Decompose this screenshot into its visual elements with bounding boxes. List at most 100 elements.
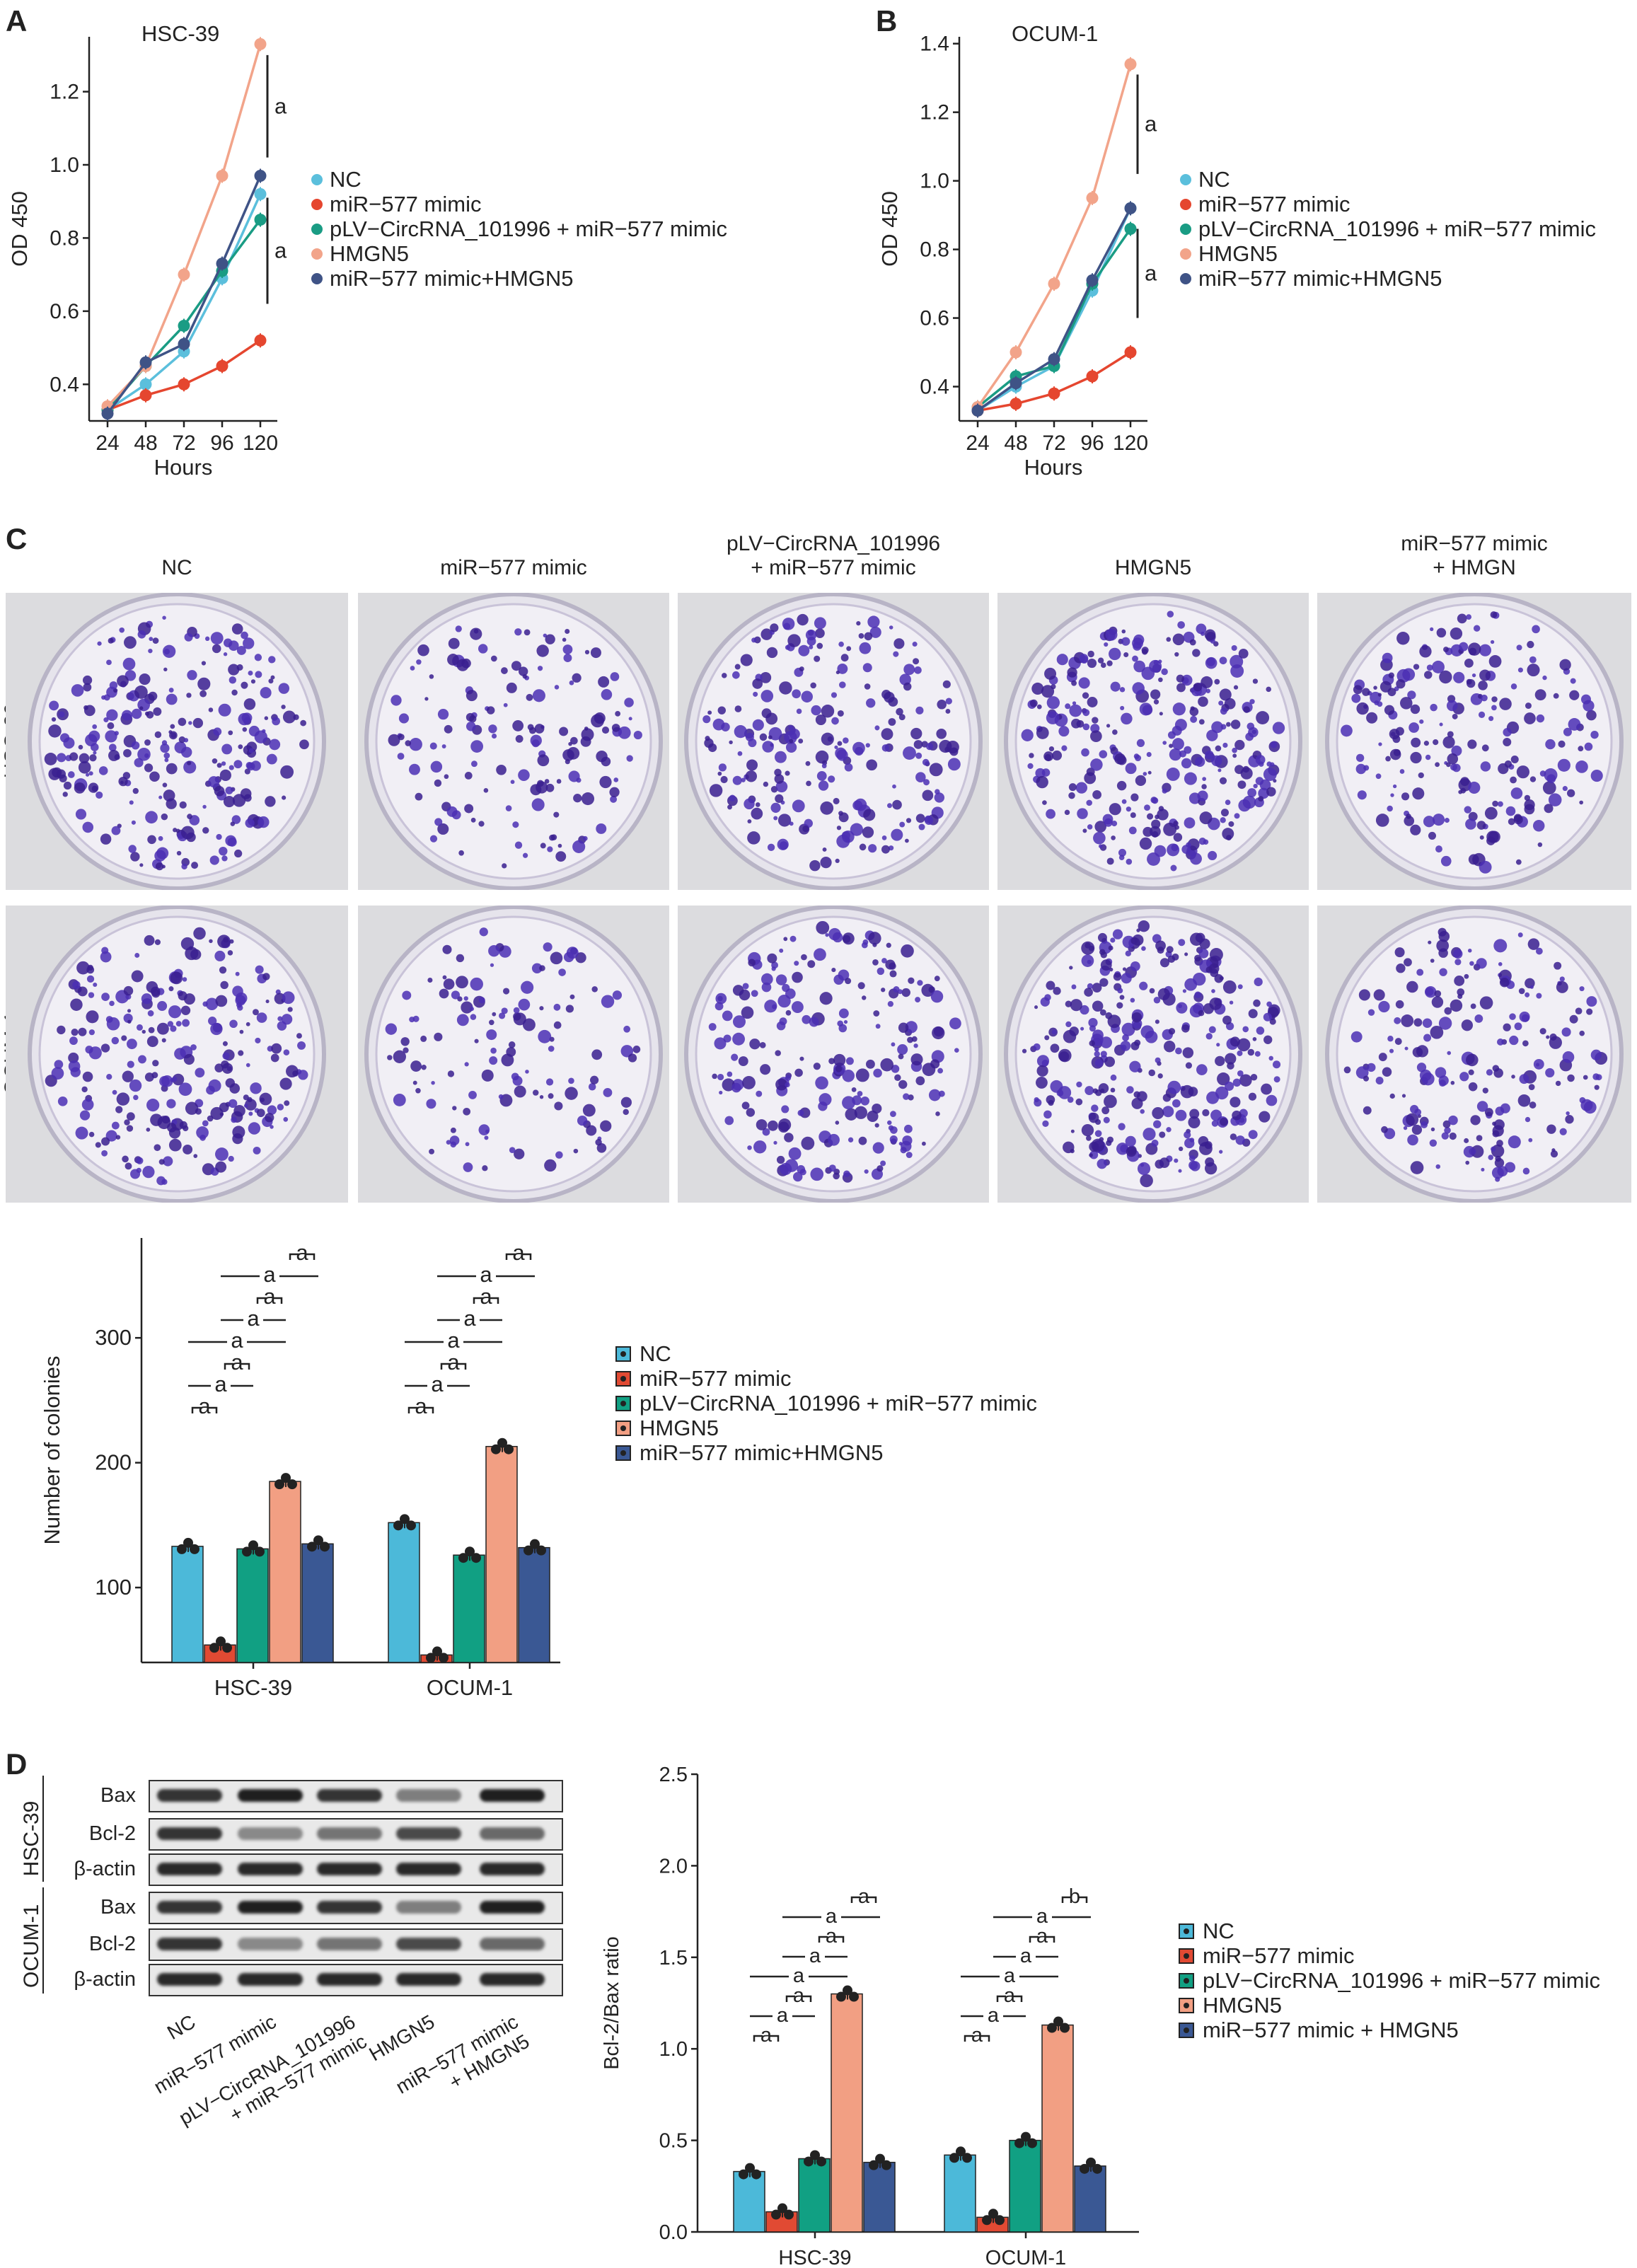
colony bbox=[1491, 696, 1498, 702]
colony bbox=[536, 644, 549, 657]
colony bbox=[296, 1033, 302, 1039]
colony bbox=[1120, 1144, 1128, 1153]
colony bbox=[720, 775, 728, 784]
colony bbox=[518, 769, 530, 781]
colony bbox=[1129, 1060, 1141, 1072]
legend-marker bbox=[615, 1420, 631, 1436]
colony bbox=[1087, 650, 1094, 658]
colony bbox=[1205, 1033, 1213, 1040]
colony bbox=[1390, 793, 1394, 797]
colony bbox=[71, 1029, 79, 1036]
colony bbox=[1442, 736, 1455, 748]
replicate-point bbox=[849, 1991, 859, 2002]
colony bbox=[1343, 1066, 1351, 1074]
colony bbox=[88, 1029, 95, 1036]
colony bbox=[866, 698, 876, 708]
colony bbox=[1166, 1127, 1172, 1133]
colony bbox=[272, 717, 281, 726]
colony bbox=[816, 771, 827, 781]
colony bbox=[82, 1071, 93, 1082]
colony bbox=[1050, 1080, 1063, 1093]
colony bbox=[584, 727, 589, 731]
colony bbox=[815, 714, 826, 726]
blot-band bbox=[396, 1863, 461, 1875]
colony bbox=[838, 1024, 848, 1033]
colony bbox=[1358, 989, 1370, 1001]
blot-band bbox=[157, 1789, 222, 1802]
colony bbox=[785, 1082, 790, 1088]
colony bbox=[915, 1076, 925, 1086]
colony bbox=[192, 717, 204, 729]
colony bbox=[492, 1012, 497, 1017]
colony bbox=[1210, 755, 1222, 767]
colony bbox=[913, 740, 923, 749]
significance-bracket bbox=[785, 1995, 812, 2002]
colony bbox=[111, 1036, 120, 1045]
colony bbox=[155, 862, 164, 871]
colony bbox=[1430, 959, 1435, 963]
legend-marker bbox=[311, 198, 323, 210]
colony bbox=[1174, 825, 1179, 830]
colony bbox=[1453, 949, 1463, 959]
colony bbox=[182, 977, 187, 982]
colony bbox=[1148, 1069, 1156, 1077]
colony bbox=[738, 1056, 748, 1067]
colony bbox=[760, 1064, 771, 1075]
colony bbox=[1146, 752, 1152, 758]
colony bbox=[183, 1144, 193, 1155]
blot-cell-line-label: HSC-39 bbox=[20, 1800, 43, 1877]
colony bbox=[1428, 940, 1432, 944]
x-tick-label: 96 bbox=[210, 432, 233, 455]
colony bbox=[109, 681, 118, 690]
colony bbox=[1497, 801, 1503, 807]
colony bbox=[1575, 1007, 1583, 1015]
colony bbox=[1218, 700, 1224, 706]
replicate-point bbox=[216, 1636, 226, 1647]
colony bbox=[714, 1037, 727, 1050]
legend-item: miR−577 mimic+HMGN5 bbox=[615, 1440, 1037, 1465]
colony bbox=[1169, 748, 1182, 761]
colony bbox=[1594, 1084, 1600, 1090]
colony bbox=[1488, 1155, 1494, 1160]
colony bbox=[539, 1095, 544, 1099]
colony bbox=[1121, 712, 1133, 725]
significance-bracket bbox=[818, 1936, 845, 1943]
colony bbox=[1044, 994, 1051, 1001]
replicate-point bbox=[988, 2209, 998, 2219]
colony bbox=[1519, 1011, 1530, 1022]
colony bbox=[1258, 796, 1264, 802]
colony bbox=[820, 801, 834, 815]
colony bbox=[1206, 729, 1218, 741]
colony bbox=[922, 1063, 936, 1077]
blot-band bbox=[480, 1901, 545, 1914]
colony bbox=[1440, 855, 1452, 867]
colony bbox=[1172, 1099, 1181, 1108]
colony bbox=[208, 776, 220, 788]
colony bbox=[222, 1052, 230, 1060]
replicate-point bbox=[982, 2215, 992, 2226]
colony bbox=[946, 740, 959, 754]
colony bbox=[785, 1075, 792, 1081]
colony bbox=[1562, 1051, 1575, 1063]
colony bbox=[814, 655, 821, 662]
colony bbox=[1378, 742, 1382, 746]
colony bbox=[609, 787, 620, 797]
colony bbox=[429, 674, 434, 679]
colony bbox=[1048, 746, 1055, 752]
colony bbox=[901, 988, 910, 997]
colony bbox=[447, 654, 459, 666]
colony bbox=[1106, 857, 1114, 865]
colony bbox=[1542, 675, 1547, 681]
colony bbox=[1147, 770, 1152, 775]
colony bbox=[734, 725, 747, 739]
colony bbox=[794, 961, 799, 966]
plate-drawing bbox=[364, 593, 663, 890]
colony bbox=[176, 850, 182, 856]
colony bbox=[747, 1145, 752, 1150]
colony bbox=[898, 1080, 908, 1089]
colony bbox=[887, 1120, 892, 1126]
colony bbox=[806, 780, 811, 787]
colony bbox=[1041, 1059, 1049, 1067]
colony bbox=[868, 844, 877, 853]
